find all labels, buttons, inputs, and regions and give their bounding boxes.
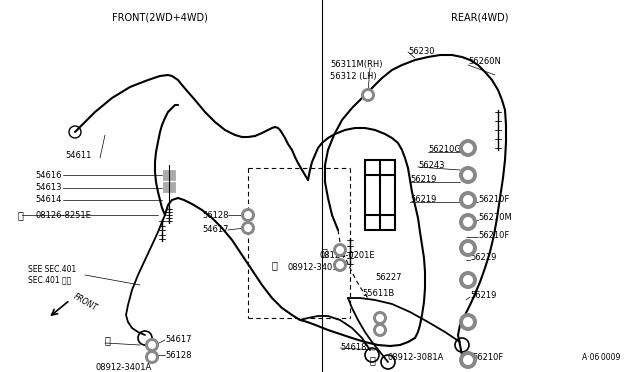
Text: 56260N: 56260N: [468, 58, 501, 67]
Text: 56312 (LH): 56312 (LH): [330, 73, 376, 81]
Circle shape: [463, 243, 473, 253]
Circle shape: [373, 311, 387, 325]
Text: 56128: 56128: [202, 211, 228, 219]
Text: 54611: 54611: [65, 151, 92, 160]
Circle shape: [463, 170, 473, 180]
Circle shape: [364, 91, 372, 99]
Text: SEC.401 参照: SEC.401 参照: [28, 276, 71, 285]
Text: 56210F: 56210F: [472, 353, 503, 362]
Text: 55611B: 55611B: [362, 289, 394, 298]
Text: 56219: 56219: [410, 176, 436, 185]
Text: Ⓝ: Ⓝ: [370, 355, 376, 365]
Text: 54618: 54618: [340, 343, 367, 353]
Text: SEE SEC.401: SEE SEC.401: [28, 266, 76, 275]
Circle shape: [463, 143, 473, 153]
Text: 54614: 54614: [35, 196, 61, 205]
Circle shape: [145, 350, 159, 364]
Circle shape: [459, 191, 477, 209]
Text: A·06 0009: A·06 0009: [582, 353, 620, 362]
Circle shape: [463, 355, 473, 365]
Text: 54617: 54617: [165, 336, 191, 344]
Text: 08912-3081A: 08912-3081A: [388, 353, 444, 362]
Text: 54613: 54613: [35, 183, 61, 192]
Circle shape: [333, 243, 347, 257]
Text: 08912-3401A: 08912-3401A: [288, 263, 344, 273]
FancyBboxPatch shape: [163, 182, 175, 192]
Circle shape: [336, 261, 344, 269]
Circle shape: [459, 271, 477, 289]
Text: Ⓑ: Ⓑ: [18, 210, 24, 220]
Text: Ⓝ: Ⓝ: [105, 335, 111, 345]
Text: 56219: 56219: [470, 253, 497, 263]
Text: 56210F: 56210F: [478, 196, 509, 205]
Circle shape: [241, 221, 255, 235]
Circle shape: [333, 258, 347, 272]
Circle shape: [244, 211, 252, 219]
Text: 56311M(RH): 56311M(RH): [330, 61, 383, 70]
Circle shape: [376, 326, 384, 334]
Circle shape: [376, 314, 384, 322]
Circle shape: [459, 351, 477, 369]
Text: Ⓑ: Ⓑ: [322, 247, 328, 257]
Text: 54617: 54617: [202, 225, 228, 234]
Text: Ⓝ: Ⓝ: [272, 260, 278, 270]
Circle shape: [463, 317, 473, 327]
Circle shape: [459, 139, 477, 157]
Text: REAR(4WD): REAR(4WD): [451, 12, 509, 22]
Text: FRONT: FRONT: [72, 292, 99, 312]
Text: 08912-3401A: 08912-3401A: [95, 363, 151, 372]
Circle shape: [148, 353, 156, 361]
Text: 08126-8251E: 08126-8251E: [35, 211, 91, 219]
Circle shape: [459, 313, 477, 331]
Circle shape: [148, 341, 156, 349]
Circle shape: [463, 195, 473, 205]
Text: 56219: 56219: [410, 196, 436, 205]
Circle shape: [373, 323, 387, 337]
Text: 56219: 56219: [470, 291, 497, 299]
Circle shape: [241, 208, 255, 222]
Circle shape: [361, 88, 375, 102]
FancyBboxPatch shape: [163, 170, 175, 180]
Text: 56227: 56227: [375, 273, 401, 282]
Text: 56270M: 56270M: [478, 214, 512, 222]
Circle shape: [336, 246, 344, 254]
Circle shape: [145, 338, 159, 352]
Text: 56210F: 56210F: [478, 231, 509, 240]
Text: FRONT(2WD+4WD): FRONT(2WD+4WD): [112, 12, 208, 22]
Text: 56210G: 56210G: [428, 145, 461, 154]
Text: 56230: 56230: [408, 48, 435, 57]
Text: 56243: 56243: [418, 160, 445, 170]
Circle shape: [459, 239, 477, 257]
Text: 54616: 54616: [35, 170, 61, 180]
Circle shape: [459, 166, 477, 184]
Text: 08124-0201E: 08124-0201E: [320, 250, 376, 260]
Circle shape: [459, 213, 477, 231]
Circle shape: [463, 275, 473, 285]
FancyBboxPatch shape: [163, 194, 175, 204]
Text: 56128: 56128: [165, 350, 191, 359]
Circle shape: [463, 217, 473, 227]
Circle shape: [244, 224, 252, 232]
